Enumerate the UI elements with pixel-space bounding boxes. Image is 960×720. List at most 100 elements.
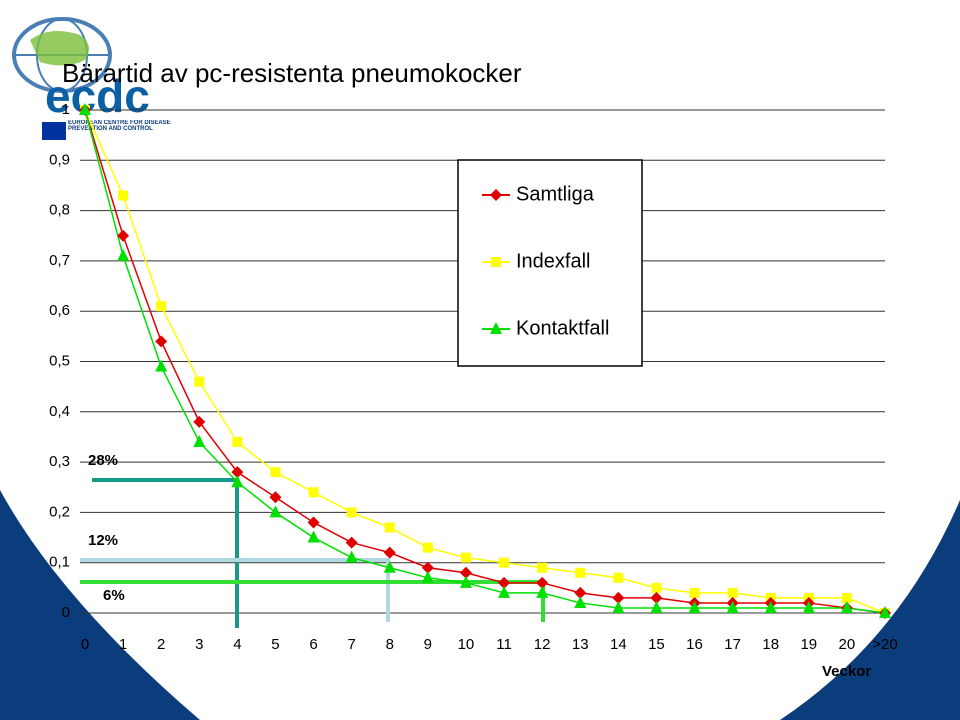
- reference-line: [80, 558, 390, 622]
- data-point: [574, 595, 587, 608]
- data-point: [727, 587, 738, 598]
- legend-label: Samtliga: [516, 183, 595, 205]
- data-point: [802, 600, 815, 613]
- legend-marker: [490, 322, 502, 334]
- y-tick-label: 0,6: [49, 302, 70, 319]
- legend-marker: [490, 189, 502, 201]
- x-tick-label: 2: [157, 636, 165, 653]
- annotation: 6%: [103, 587, 125, 604]
- data-point: [840, 600, 853, 613]
- x-tick-label: 19: [800, 636, 817, 653]
- data-point: [270, 467, 281, 478]
- x-tick-label: 0: [81, 636, 89, 653]
- x-tick-label: 11: [496, 636, 512, 653]
- data-point: [651, 582, 662, 593]
- data-point: [345, 550, 358, 563]
- annotation: 12%: [88, 532, 118, 549]
- data-point: [421, 570, 434, 583]
- series-line: [84, 109, 886, 614]
- x-tick-label: 12: [534, 636, 551, 653]
- x-tick-label: 18: [762, 636, 779, 653]
- data-point: [232, 436, 243, 447]
- corner-shape: [780, 500, 960, 720]
- data-point: [117, 248, 130, 261]
- data-point: [79, 103, 91, 115]
- data-point: [689, 587, 700, 598]
- logo: ecdc EUROPEAN CENTRE FOR DISEASE PREVENT…: [12, 17, 171, 140]
- annotation: 28%: [88, 452, 118, 469]
- x-tick-label: 1: [119, 636, 127, 653]
- x-tick-label: 6: [309, 636, 317, 653]
- data-point: [155, 359, 168, 372]
- y-tick-label: 1: [62, 101, 70, 118]
- data-point: [383, 560, 396, 573]
- legend-marker: [491, 257, 501, 267]
- data-point: [764, 600, 777, 613]
- data-point: [117, 229, 130, 242]
- data-point: [612, 591, 625, 604]
- y-tick-label: 0,8: [49, 202, 70, 219]
- data-point: [650, 600, 663, 613]
- reference-line: [92, 478, 239, 628]
- data-point: [421, 561, 434, 574]
- x-tick-label: 5: [271, 636, 279, 653]
- data-point: [384, 522, 395, 533]
- data-point: [613, 572, 624, 583]
- data-point: [156, 301, 167, 312]
- x-axis-label: Veckor: [822, 663, 872, 680]
- data-point: [231, 475, 244, 488]
- data-point: [155, 335, 168, 348]
- data-point: [422, 542, 433, 553]
- data-point: [383, 546, 396, 559]
- y-tick-label: 0: [62, 604, 70, 621]
- x-tick-label: 14: [610, 636, 627, 653]
- data-point: [575, 567, 586, 578]
- x-tick-label: 7: [347, 636, 355, 653]
- data-point: [231, 466, 244, 479]
- chart-title: Bärartid av pc-resistenta pneumokocker: [62, 58, 522, 88]
- logo-name: ecdc: [45, 70, 150, 122]
- data-point: [536, 576, 549, 589]
- corner-shape: [0, 490, 200, 720]
- data-point: [307, 516, 320, 529]
- y-tick-label: 0,4: [49, 403, 70, 420]
- reference-line: [80, 580, 545, 622]
- data-point: [459, 575, 472, 588]
- x-tick-label: 9: [424, 636, 432, 653]
- y-tick-label: 0,1: [49, 554, 70, 571]
- x-tick-label: 17: [724, 636, 741, 653]
- data-point: [650, 591, 663, 604]
- data-point: [269, 505, 282, 518]
- x-tick-label: 10: [458, 636, 475, 653]
- logo-text: EUROPEAN CENTRE FOR DISEASE PREVENTION A…: [68, 120, 171, 132]
- x-tick-label: 3: [195, 636, 203, 653]
- data-point: [726, 600, 739, 613]
- data-point: [269, 491, 282, 504]
- data-point: [612, 600, 625, 613]
- data-point: [879, 606, 891, 618]
- data-point: [307, 530, 320, 543]
- series-line: [84, 109, 886, 614]
- data-point: [193, 415, 206, 428]
- y-tick-label: 0,3: [49, 453, 70, 470]
- data-point: [688, 600, 701, 613]
- legend-label: Kontaktfall: [516, 317, 609, 339]
- data-point: [118, 190, 129, 201]
- data-point: [536, 585, 549, 598]
- data-point: [194, 376, 205, 387]
- data-point: [841, 592, 852, 603]
- x-tick-label: 16: [686, 636, 703, 653]
- x-tick-label: 20: [839, 636, 856, 653]
- x-tick-label: 13: [572, 636, 589, 653]
- x-tick-label: 4: [233, 636, 241, 653]
- data-point: [459, 566, 472, 579]
- series-line: [84, 109, 886, 614]
- data-point: [346, 507, 357, 518]
- y-tick-label: 0,9: [49, 151, 70, 168]
- y-tick-label: 0,7: [49, 252, 70, 269]
- y-tick-label: 0,2: [49, 503, 70, 520]
- x-tick-label: >20: [872, 636, 897, 653]
- data-point: [308, 487, 319, 498]
